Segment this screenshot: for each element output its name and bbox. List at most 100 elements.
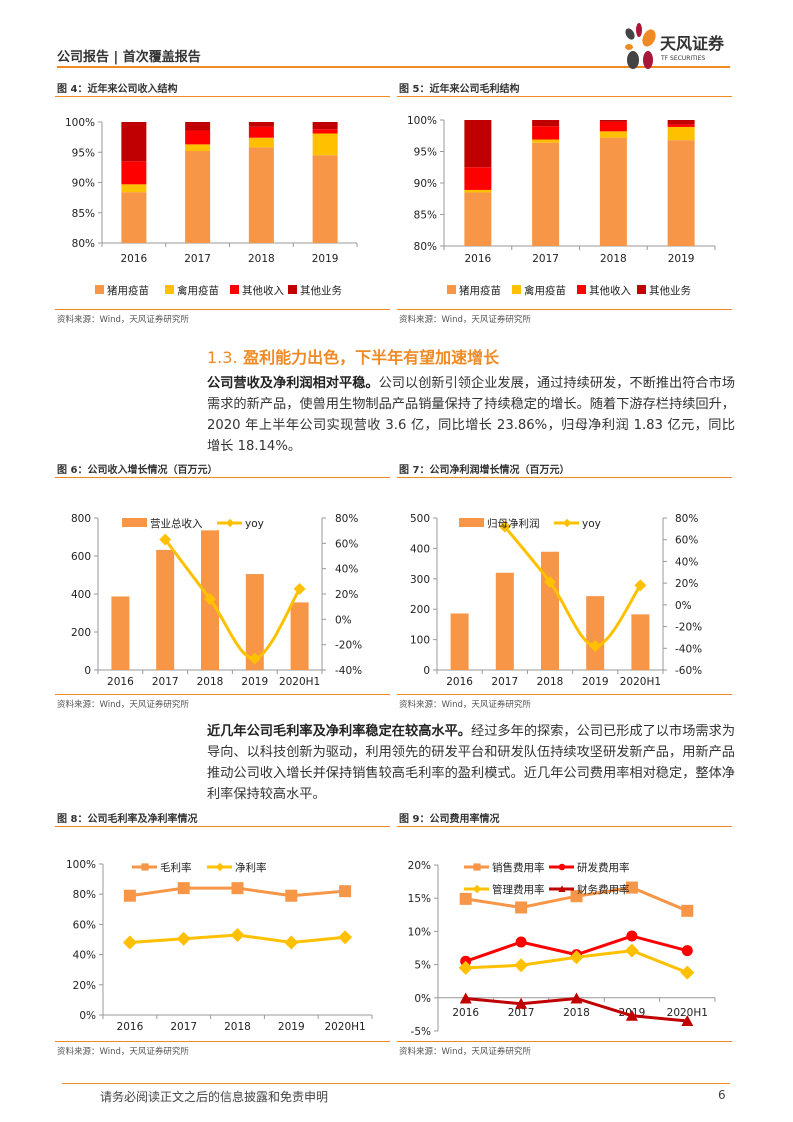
legend-label: 禽用疫苗 [524,284,566,297]
y-tick-label: 10% [408,926,431,938]
caption-divider [397,826,732,827]
x-tick-label: 2020H1 [279,676,320,688]
bar [631,614,650,670]
page-number: 6 [718,1088,726,1102]
diamond-marker [293,582,306,595]
legend-label: yoy [582,518,601,530]
source-divider [55,694,390,695]
y-tick-label: 60% [73,919,96,931]
bar-segment [464,167,492,190]
y2-tick-label: -40% [675,643,702,655]
figure-caption: 图 4：近年来公司收入结构 [57,84,178,95]
caption-divider [55,477,390,478]
x-tick-label: 2017 [491,676,518,688]
bar [541,551,559,670]
caption-divider [55,826,390,827]
bar-segment [248,137,274,148]
y-tick-label: 80% [73,889,96,901]
x-tick-label: 2016 [121,253,148,265]
y2-tick-label: 60% [675,535,698,547]
chart-svg: 0 200 400 600 800 2016 2017 2018 2019 2020H1 -40% -… [71,513,362,688]
y-tick-label: 20% [73,980,96,992]
x-tick-label: 2018 [563,1007,590,1019]
bar-segment [121,192,147,243]
y2-tick-label: 0% [675,600,692,612]
legend-label: 其他业务 [300,284,342,297]
triangle-marker [570,992,583,1004]
y-tick-label: 100% [65,117,95,129]
y2-tick-label: -40% [335,665,362,677]
bar [450,613,469,670]
bar-segment [667,120,695,125]
y-tick-label: 300 [410,574,430,586]
x-tick-label: 2017 [532,253,559,265]
legend-swatch [95,285,104,294]
logo-text: 天风证券 [660,34,725,53]
y2-tick-label: 80% [675,513,698,525]
y-tick-label: 90% [72,178,95,190]
x-tick-label: 2018 [600,253,627,265]
disclaimer-link[interactable]: 请务必阅读正文之后的信息披露和免责申明 [100,1090,329,1104]
square-marker [625,881,638,894]
y-tick-label: 0 [423,665,430,677]
yoy-line [503,525,642,648]
chart-svg: 80% 85% 90% 95% 100% 2016 2017 2018 2019 猪用疫苗 禽用疫苗… [65,117,358,297]
diamond-marker [284,935,299,950]
legend-swatch [577,285,586,294]
diamond-marker [338,930,353,945]
bar-segment [312,155,338,243]
paragraph-body: 经过多年的探索，公司已形成了以市场需求为导向、以科技创新为驱动，利用领先的研发平… [207,724,736,802]
diamond-marker [248,652,261,665]
bar-segment [667,126,695,141]
x-tick-label: 2016 [465,253,492,265]
bar-segment [121,184,147,193]
legend-label: 猪用疫苗 [107,284,149,297]
bar-segment [532,139,560,143]
legend-swatch [288,285,297,294]
footer-divider [62,1083,730,1084]
bar-segment [532,120,560,127]
y-tick-label: 100% [66,859,96,871]
diamond-marker [624,943,639,958]
legend-swatch [459,518,484,527]
square-marker [231,882,244,895]
circle-marker [515,936,527,948]
legend-swatch [512,285,521,294]
x-tick-label: 2020H1 [620,676,661,688]
diamond-marker [176,931,191,946]
legend-label: 其他收入 [589,284,631,297]
legend-label: 净利率 [235,861,267,874]
y2-tick-label: 40% [675,556,698,568]
tf-securities-logo: 天风证券 TF SECURITIES [620,22,735,72]
legend-item: 禽用疫苗 [512,284,566,297]
bar-segment [185,130,211,145]
y-tick-label: 400 [71,589,91,601]
legend-item: 毛利率 [132,861,192,874]
y-tick-label: 85% [72,208,95,220]
paragraph-lead: 近几年公司毛利率及净利率稳定在较高水平。 [207,724,472,739]
legend-item: 销售费用率 [464,861,545,874]
chart-svg: 0 100 200 300 400 500 2016 2017 2018 2019 2020H1 -6… [410,513,702,688]
legend-item: 其他收入 [577,284,631,297]
bar [156,549,175,670]
x-tick-label: 2019 [312,253,339,265]
legend-label: 其他收入 [242,284,284,297]
x-tick-label: 2020H1 [324,1021,365,1033]
diamond-marker [225,518,235,528]
diamond-marker [569,950,584,965]
legend-item: 管理费用率 [464,883,545,896]
legend-label: 研发费用率 [577,861,630,874]
chart-svg: -5%0%5%10%15%20%20162017201820192020H1销售… [408,860,716,1038]
x-tick-label: 2016 [446,676,473,688]
logo-petals-icon [625,23,656,69]
bar [111,596,130,670]
square-marker [473,863,481,871]
bar-segment [248,126,274,138]
figure-caption: 图 7：公司净利润增长情况（百万元） [399,465,570,476]
bar-segment [312,133,338,156]
source-note: 资料来源：Wind，天风证券研究所 [57,315,189,325]
diamond-marker [562,518,572,528]
legend-item: 营业总收入 [122,517,203,530]
legend-item: yoy [554,518,601,530]
square-marker [285,889,298,902]
